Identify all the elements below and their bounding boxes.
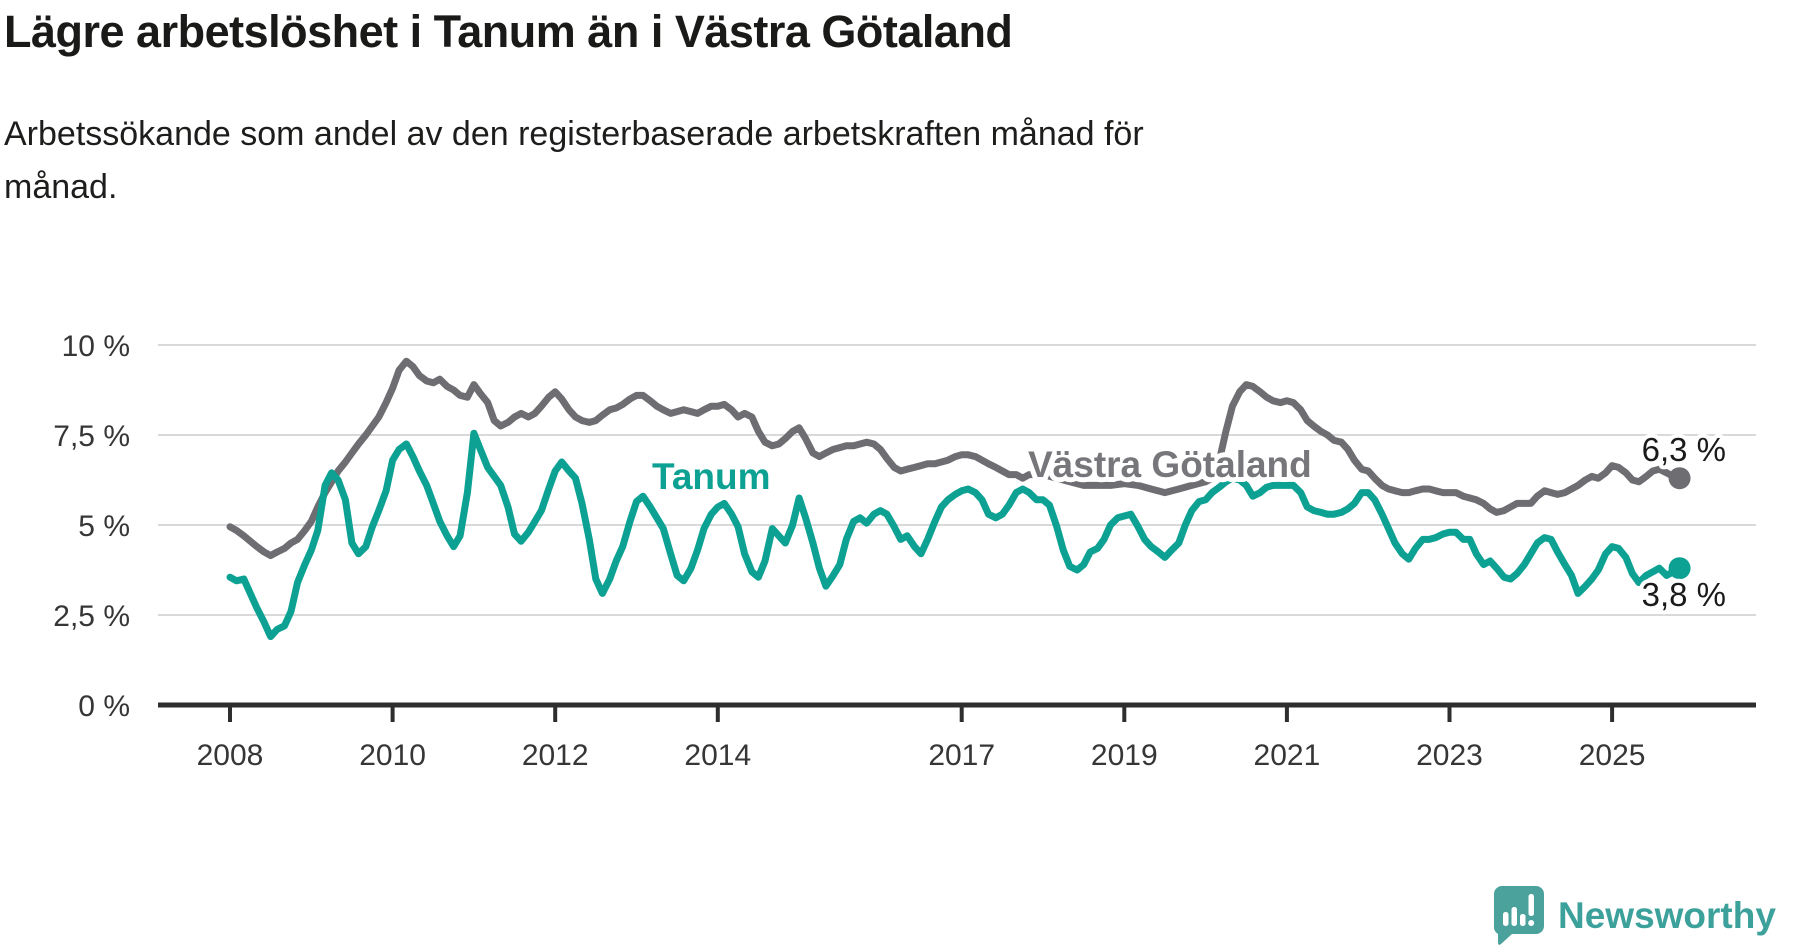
speech-bubble-shape [1493, 886, 1544, 945]
exclamation-dot [1528, 920, 1535, 926]
series-label: Västra Götaland [1028, 444, 1312, 485]
y-tick-label: 7,5 % [53, 420, 130, 453]
newsworthy-wordmark: Newsworthy [1558, 894, 1776, 936]
series-lines [226, 357, 1691, 641]
y-tick-label: 10 % [62, 330, 130, 363]
x-tick-label: 2012 [522, 739, 589, 772]
x-tick-label: 2010 [359, 739, 426, 772]
series-label: Tanum [652, 456, 771, 497]
newsworthy-icon [1493, 886, 1544, 945]
series-line-v-stra-g-taland [226, 357, 1684, 560]
bar-2 [1511, 907, 1517, 926]
series-labels: Västra Götaland Tanum 6,3 % 3,8 % [652, 427, 1730, 617]
newsworthy-logo: Newsworthy [1490, 884, 1776, 946]
end-value-label: 6,3 % [1642, 431, 1726, 468]
exclamation-bar [1528, 894, 1534, 916]
bar-3 [1520, 914, 1526, 926]
series-line-tanum [226, 429, 1684, 641]
x-tick-label: 2023 [1416, 739, 1483, 772]
x-axis: 2008 2010 2012 2014 2017 2019 2021 2023 2025 [158, 702, 1756, 772]
x-tick-label: 2008 [197, 739, 264, 772]
series-end-dot [1668, 467, 1691, 490]
chart-title: Lägre arbetslöshet i Tanum än i Västra G… [4, 6, 1013, 57]
chart-subtitle-line1: Arbetssökande som andel av den registerb… [4, 115, 1144, 153]
bar-1 [1503, 912, 1509, 926]
x-tick-label: 2017 [928, 739, 995, 772]
x-tick-label: 2025 [1579, 739, 1646, 772]
y-tick-label: 2,5 % [53, 600, 130, 633]
end-value-label: 3,8 % [1642, 576, 1726, 613]
y-tick-label: 0 % [78, 690, 130, 723]
x-tick-label: 2014 [684, 739, 751, 772]
x-tick-label: 2019 [1091, 739, 1158, 772]
x-tick-label: 2021 [1254, 739, 1321, 772]
series-end-dot [1668, 557, 1691, 580]
chart-subtitle: Arbetssökande som andel av den registerb… [4, 108, 1564, 213]
y-axis-labels: 0 % 2,5 % 5 % 7,5 % 10 % [53, 330, 130, 723]
gridlines [158, 344, 1756, 616]
chart-subtitle-line2: månad. [4, 167, 118, 206]
y-tick-label: 5 % [78, 510, 130, 543]
